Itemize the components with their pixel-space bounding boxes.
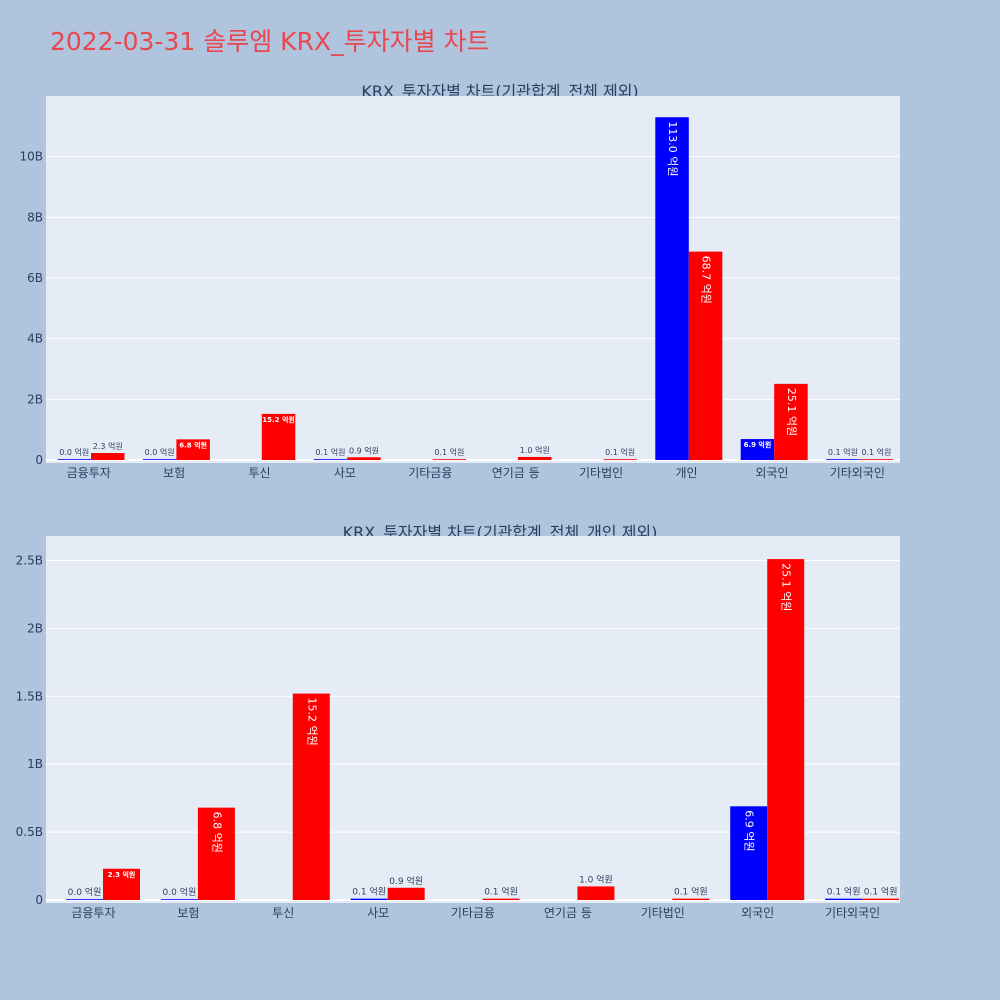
plot-area	[46, 96, 900, 463]
x-tick-label: 투신	[248, 466, 270, 480]
bar	[767, 559, 805, 900]
y-tick-label: 10B	[19, 150, 43, 164]
x-tick-label: 사모	[334, 466, 356, 480]
x-tick-label: 투신	[272, 906, 294, 920]
bar	[176, 439, 210, 460]
x-tick-label: 기타법인	[579, 466, 623, 480]
x-tick-label: 보험	[163, 466, 185, 480]
data-label: 0.1 억원	[864, 886, 898, 898]
y-tick-label: 8B	[27, 210, 43, 224]
bar	[350, 898, 388, 900]
bar	[688, 251, 723, 460]
bar	[91, 453, 125, 460]
x-tick-label: 기타금융	[408, 466, 452, 480]
y-tick-label: 0.5B	[16, 825, 43, 839]
bar	[826, 459, 860, 460]
bar	[142, 459, 177, 460]
bar	[57, 459, 91, 460]
bar	[197, 807, 235, 900]
data-label: 0.0 억원	[59, 447, 89, 457]
x-tick-label: 보험	[177, 906, 199, 920]
bar	[66, 899, 103, 900]
y-tick-label: 2B	[27, 621, 43, 635]
y-tick-label: 2.5B	[16, 553, 43, 567]
x-tick-label: 개인	[675, 466, 697, 480]
data-label: 1.0 억원	[520, 445, 550, 455]
bar	[103, 868, 140, 900]
x-tick-label: 사모	[367, 906, 389, 920]
bar	[387, 887, 425, 900]
bar	[482, 898, 520, 900]
data-label: 6.8 억원	[210, 812, 223, 853]
x-tick-label: 기타법인	[641, 906, 685, 920]
data-label: 15.2 억원	[305, 698, 318, 746]
bar	[672, 898, 710, 900]
bar	[518, 456, 552, 460]
data-label: 0.9 억원	[349, 445, 379, 455]
bar	[347, 457, 381, 460]
bar	[261, 413, 296, 460]
x-tick-label: 연기금 등	[544, 906, 592, 920]
data-label: 6.9 억원	[743, 810, 756, 851]
bar	[432, 459, 467, 460]
x-tick-label: 외국인	[741, 906, 774, 920]
data-label: 0.0 억원	[68, 886, 102, 898]
y-tick-label: 2B	[27, 392, 43, 406]
data-label: 1.0 억원	[579, 873, 613, 885]
data-label: 0.1 억원	[315, 447, 345, 457]
x-tick-label: 기타외국인	[825, 906, 880, 920]
data-label: 0.1 억원	[434, 447, 464, 457]
bar	[859, 459, 894, 460]
data-label: 2.3 억원	[108, 870, 136, 879]
data-label: 6.9 억원	[744, 440, 772, 449]
data-label: 68.7 억원	[700, 256, 713, 304]
data-label: 2.3 억원	[93, 441, 123, 451]
bar	[313, 459, 348, 460]
x-tick-label: 기타금융	[451, 906, 495, 920]
page-title: 2022-03-31 솔루엠 KRX_투자자별 차트	[50, 27, 490, 56]
bar	[577, 886, 615, 900]
data-label: 0.1 억원	[484, 886, 518, 898]
y-tick-label: 0	[35, 893, 43, 907]
x-tick-label: 금융투자	[71, 906, 115, 920]
data-label: 15.2 억원	[262, 415, 295, 424]
bar	[603, 459, 637, 460]
bar	[774, 383, 808, 460]
y-tick-label: 1.5B	[16, 689, 43, 703]
x-tick-label: 기타외국인	[830, 466, 885, 480]
data-label: 113.0 억원	[666, 121, 679, 176]
bar	[740, 439, 775, 460]
data-label: 0.0 억원	[163, 886, 197, 898]
data-label: 6.8 억원	[179, 440, 207, 449]
y-tick-label: 0	[35, 453, 43, 467]
y-tick-label: 6B	[27, 271, 43, 285]
data-label: 0.1 억원	[861, 447, 891, 457]
data-label: 0.1 억원	[827, 886, 861, 898]
x-tick-label: 연기금 등	[492, 466, 540, 480]
bar	[862, 898, 900, 900]
x-tick-label: 외국인	[755, 466, 788, 480]
x-tick-label: 금융투자	[67, 466, 111, 480]
bar	[160, 899, 198, 900]
y-tick-label: 4B	[27, 332, 43, 346]
data-label: 25.1 억원	[785, 388, 798, 436]
data-label: 25.1 억원	[780, 563, 793, 611]
bar	[825, 898, 863, 900]
data-label: 0.1 억원	[605, 447, 635, 457]
data-label: 0.0 억원	[145, 447, 175, 457]
data-label: 0.9 억원	[389, 875, 423, 887]
data-label: 0.1 억원	[352, 886, 386, 898]
bar	[730, 806, 768, 900]
data-label: 0.1 억원	[674, 886, 708, 898]
data-label: 0.1 억원	[828, 447, 858, 457]
y-tick-label: 1B	[27, 757, 43, 771]
bar	[655, 117, 689, 460]
bar	[292, 693, 330, 900]
